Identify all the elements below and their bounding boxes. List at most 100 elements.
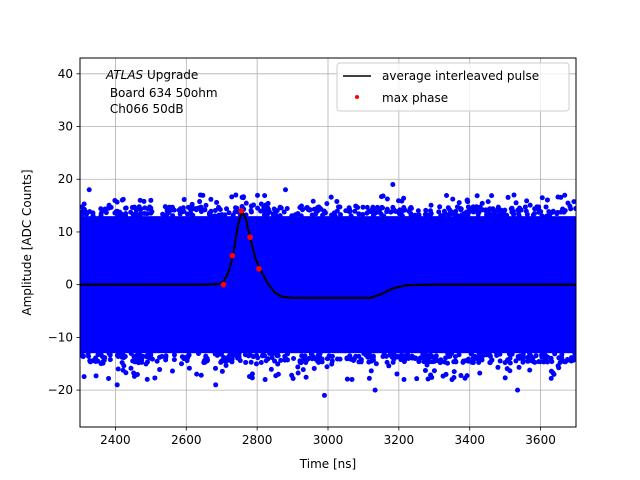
sample-point	[474, 193, 480, 199]
average-pulse-sample	[379, 292, 383, 296]
sample-point	[122, 354, 128, 360]
sample-point	[273, 212, 279, 218]
average-pulse-sample	[328, 296, 332, 300]
sample-point	[445, 360, 451, 366]
average-pulse-sample	[262, 275, 266, 278]
sample-point	[278, 357, 284, 363]
sample-point	[445, 205, 451, 211]
sample-point	[552, 351, 558, 357]
sample-point	[212, 208, 218, 214]
sample-point	[544, 197, 550, 203]
average-pulse-sample	[132, 283, 136, 286]
sample-point	[373, 361, 379, 367]
sample-point	[302, 353, 308, 359]
average-pulse-sample	[437, 283, 440, 286]
average-pulse-sample	[396, 286, 400, 289]
average-pulse-sample	[268, 285, 272, 288]
average-pulse-sample	[541, 283, 544, 286]
average-pulse-sample	[485, 283, 488, 286]
sample-point	[554, 211, 560, 217]
sample-point	[115, 366, 121, 372]
average-pulse-sample	[487, 283, 490, 286]
average-pulse-sample	[178, 283, 182, 286]
sample-point	[427, 208, 433, 214]
sample-point	[130, 358, 136, 364]
sample-point	[572, 350, 576, 356]
sample-point	[113, 209, 119, 215]
sample-point	[480, 353, 486, 359]
sample-point	[479, 200, 485, 206]
average-pulse-sample	[324, 296, 328, 300]
average-pulse-sample	[314, 296, 317, 300]
sample-point	[98, 212, 104, 218]
average-pulse-sample	[413, 283, 416, 287]
sample-point	[246, 374, 252, 380]
sample-point	[378, 194, 384, 200]
sample-point	[562, 208, 568, 214]
sample-point	[476, 350, 482, 356]
sample-point	[198, 372, 204, 378]
sample-point	[119, 197, 125, 203]
sample-point	[262, 193, 268, 199]
average-pulse-sample	[347, 296, 351, 300]
sample-point	[536, 359, 542, 365]
outlier-point	[275, 371, 281, 377]
average-pulse-sample	[451, 283, 455, 286]
sample-point	[368, 368, 374, 374]
sample-point	[425, 376, 431, 382]
average-pulse-sample	[499, 283, 503, 286]
sample-point	[236, 351, 242, 357]
sample-point	[166, 210, 172, 216]
average-pulse-sample	[566, 283, 569, 286]
average-pulse-sample	[445, 283, 448, 286]
average-pulse-sample	[551, 283, 555, 286]
sample-point	[468, 351, 474, 357]
sample-point	[507, 360, 513, 366]
average-pulse-sample	[120, 283, 123, 286]
sample-point	[311, 365, 317, 371]
sample-point	[386, 363, 392, 369]
average-pulse-sample	[191, 283, 195, 286]
average-pulse-sample	[510, 283, 513, 286]
sample-point	[107, 352, 113, 358]
average-pulse-sample	[202, 283, 206, 286]
sample-point	[513, 200, 519, 206]
average-pulse-sample	[299, 296, 303, 300]
sample-point	[470, 209, 476, 215]
sample-point	[418, 355, 424, 361]
sample-point	[486, 211, 492, 217]
sample-point	[239, 203, 245, 209]
sample-point	[141, 198, 147, 204]
sample-point	[456, 352, 462, 358]
outlier-point	[390, 182, 396, 188]
average-pulse-sample	[453, 283, 457, 286]
sample-point	[401, 376, 407, 382]
average-pulse-sample	[435, 283, 438, 286]
average-pulse-sample	[398, 285, 402, 288]
average-pulse-sample	[404, 283, 408, 287]
average-pulse-sample	[157, 283, 161, 286]
average-pulse-sample	[310, 296, 313, 300]
sample-point	[356, 211, 362, 217]
sample-point	[431, 358, 437, 364]
sample-point	[407, 206, 413, 212]
sample-point	[555, 363, 561, 369]
sample-point	[487, 360, 493, 366]
sample-point	[396, 211, 402, 217]
sample-point	[190, 212, 196, 218]
average-pulse-sample	[105, 283, 109, 286]
sample-point	[465, 211, 471, 217]
sample-point	[115, 213, 121, 219]
average-pulse-sample	[114, 283, 117, 286]
average-pulse-sample	[362, 296, 365, 300]
sample-point	[171, 352, 177, 358]
average-pulse-sample	[426, 283, 429, 286]
average-pulse-sample	[441, 283, 444, 286]
average-pulse-sample	[464, 283, 467, 286]
sample-point	[384, 196, 390, 202]
sample-point	[479, 357, 485, 363]
average-pulse-sample	[430, 283, 434, 286]
average-pulse-sample	[162, 283, 165, 286]
sample-point	[169, 368, 175, 374]
sample-point	[499, 213, 505, 219]
